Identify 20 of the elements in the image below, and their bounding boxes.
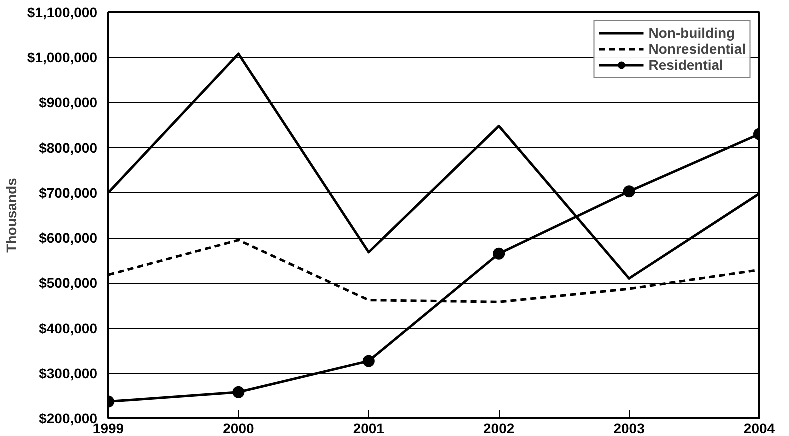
y-tick-label: $600,000 bbox=[39, 230, 98, 246]
point bbox=[493, 248, 506, 260]
y-tick-label: $1,100,000 bbox=[27, 4, 98, 20]
x-tick-label: 2004 bbox=[744, 420, 776, 436]
y-tick-label: $800,000 bbox=[39, 140, 98, 156]
x-tick-label: 2003 bbox=[614, 420, 646, 436]
y-axis-title: Thousands bbox=[3, 178, 20, 253]
x-tick-label: 2000 bbox=[223, 420, 254, 436]
y-tick-label: $400,000 bbox=[39, 320, 98, 336]
x-tick-label: 2001 bbox=[353, 420, 385, 436]
point bbox=[362, 355, 375, 368]
y-tick-label: $1,000,000 bbox=[27, 50, 98, 66]
y-tick-label: $500,000 bbox=[39, 275, 98, 292]
legend-label: Non-building bbox=[648, 25, 736, 41]
x-tick-label: 2002 bbox=[484, 420, 515, 436]
y-tick-label: $700,000 bbox=[39, 184, 98, 201]
legend-label: Residential bbox=[648, 57, 724, 73]
y-tick-label: $900,000 bbox=[39, 94, 98, 111]
y-tick-label: $300,000 bbox=[39, 365, 98, 382]
legend-label: Nonresidential bbox=[648, 41, 746, 57]
